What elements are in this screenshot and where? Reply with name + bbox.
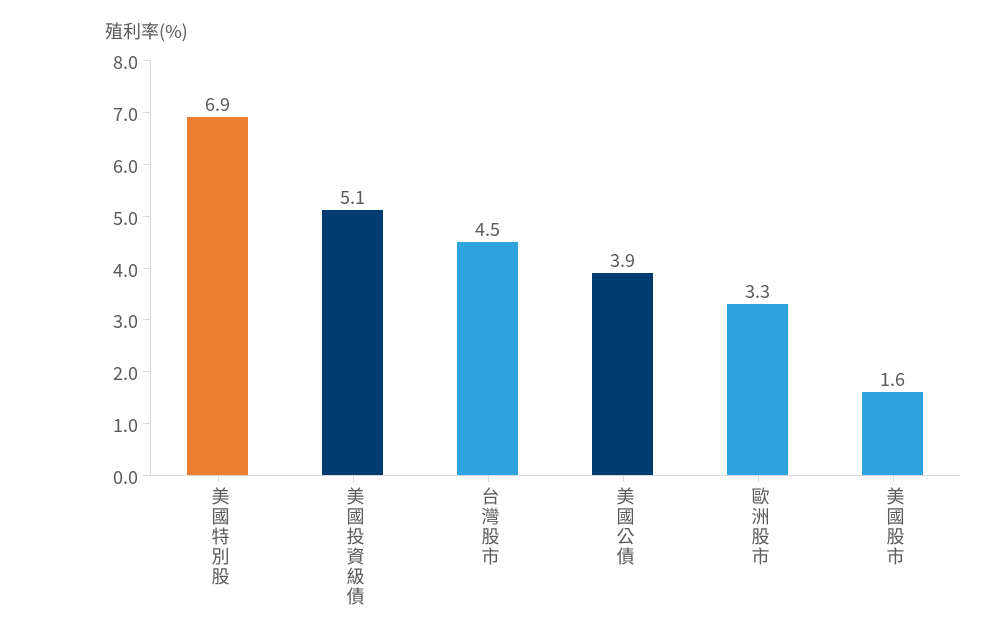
x-axis-line: [150, 475, 960, 476]
y-axis-line: [150, 60, 151, 475]
y-tick-mark: [143, 164, 150, 165]
x-tick-mark: [758, 475, 759, 482]
x-tick-mark: [218, 475, 219, 482]
x-tick-mark: [623, 475, 624, 482]
x-tick-mark: [353, 475, 354, 482]
y-tick-label: 2.0: [88, 360, 138, 386]
x-tick-label: 美國特別股: [208, 487, 234, 587]
bar-value-label: 6.9: [188, 91, 248, 117]
bar-value-label: 4.5: [458, 216, 518, 242]
x-tick-label: 美國股市: [883, 487, 909, 567]
x-tick-label: 美國投資級債: [343, 487, 369, 607]
y-tick-mark: [143, 423, 150, 424]
x-tick-label: 歐洲股市: [748, 487, 774, 567]
bar: [727, 304, 788, 475]
y-tick-mark: [143, 371, 150, 372]
x-tick-label: 美國公債: [613, 487, 639, 567]
bar-value-label: 5.1: [323, 184, 383, 210]
bar: [322, 210, 383, 475]
y-axis-title: 殖利率(%): [105, 18, 188, 44]
y-tick-mark: [143, 112, 150, 113]
y-tick-label: 5.0: [88, 205, 138, 231]
y-tick-label: 6.0: [88, 153, 138, 179]
y-tick-label: 3.0: [88, 308, 138, 334]
y-tick-mark: [143, 475, 150, 476]
y-tick-mark: [143, 60, 150, 61]
x-tick-mark: [488, 475, 489, 482]
y-tick-label: 7.0: [88, 101, 138, 127]
bar-value-label: 1.6: [863, 366, 923, 392]
y-tick-label: 1.0: [88, 412, 138, 438]
x-tick-label: 台灣股市: [478, 487, 504, 567]
bar: [862, 392, 923, 475]
y-tick-label: 8.0: [88, 49, 138, 75]
bar-value-label: 3.3: [728, 278, 788, 304]
y-tick-label: 4.0: [88, 257, 138, 283]
x-tick-mark: [893, 475, 894, 482]
y-tick-mark: [143, 268, 150, 269]
bar: [187, 117, 248, 475]
y-tick-label: 0.0: [88, 464, 138, 490]
bar: [457, 242, 518, 475]
yield-bar-chart: 殖利率(%) 0.0 1.0 2.0 3.0 4.0 5.0 6.0 7.0 8.0 6.9 5.…: [0, 0, 1000, 623]
bar-value-label: 3.9: [593, 247, 653, 273]
bar: [592, 273, 653, 475]
y-tick-mark: [143, 216, 150, 217]
y-tick-mark: [143, 319, 150, 320]
